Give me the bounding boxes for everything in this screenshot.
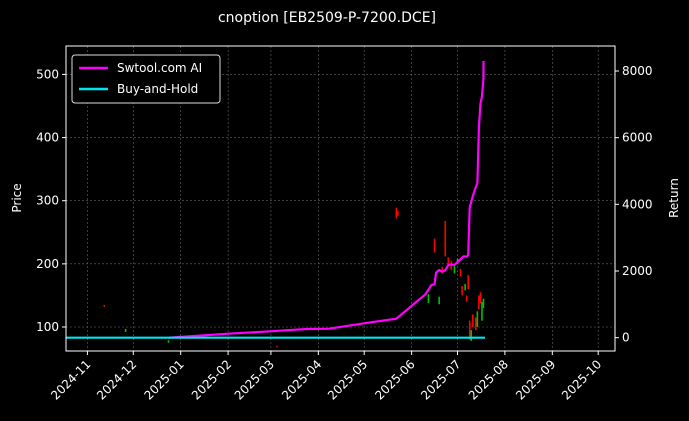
candle <box>397 210 399 216</box>
series-lines <box>66 61 485 339</box>
candle <box>482 298 485 309</box>
y2-tick-label: 0 <box>622 331 630 345</box>
candle <box>478 295 480 310</box>
candle <box>471 314 474 328</box>
plot-frame <box>65 45 616 352</box>
candle <box>103 304 106 307</box>
candle <box>479 292 482 304</box>
candle <box>167 340 170 343</box>
y2-axis-label: Return <box>667 178 681 218</box>
candle <box>459 268 462 277</box>
candle <box>441 267 443 274</box>
candle <box>461 285 463 296</box>
candle <box>433 238 436 253</box>
legend: Swtool.com AI Buy-and-Hold <box>71 54 221 104</box>
candle <box>465 295 468 302</box>
y-tick-label: 300 <box>36 194 59 208</box>
candle <box>276 345 278 348</box>
candle <box>447 257 450 264</box>
candle <box>476 311 479 328</box>
candle <box>444 220 447 257</box>
y-tick-label: 400 <box>36 131 59 145</box>
y-axis-right: 0 2000 4000 6000 8000 <box>615 64 653 345</box>
candle <box>427 294 430 304</box>
series-line-strategy <box>168 61 485 339</box>
candle <box>468 320 471 340</box>
y2-tick-label: 6000 <box>622 131 653 145</box>
y-axis-left: 100 200 300 400 500 <box>36 67 66 334</box>
candle <box>481 301 483 321</box>
y-tick-label: 500 <box>36 67 59 81</box>
candle <box>475 317 477 331</box>
chart-title: cnoption [EB2509-P-7200.DCE] <box>218 10 436 26</box>
legend-label-buyhold: Buy-and-Hold <box>117 82 198 96</box>
y2-tick-label: 8000 <box>622 64 653 78</box>
candle <box>464 284 466 291</box>
candle <box>438 296 440 305</box>
grid <box>66 46 615 351</box>
candle <box>470 330 473 341</box>
y-axis-label: Price <box>10 183 24 212</box>
candle <box>395 207 398 219</box>
legend-label-strategy: Swtool.com AI <box>117 61 202 75</box>
candle <box>450 260 453 271</box>
y2-tick-label: 4000 <box>622 197 653 211</box>
legend-box <box>71 54 221 104</box>
y-tick-label: 100 <box>36 320 59 334</box>
candle <box>467 275 469 290</box>
candle <box>124 328 127 333</box>
y-tick-label: 200 <box>36 257 59 271</box>
candle <box>453 263 456 274</box>
y2-tick-label: 2000 <box>622 264 653 278</box>
